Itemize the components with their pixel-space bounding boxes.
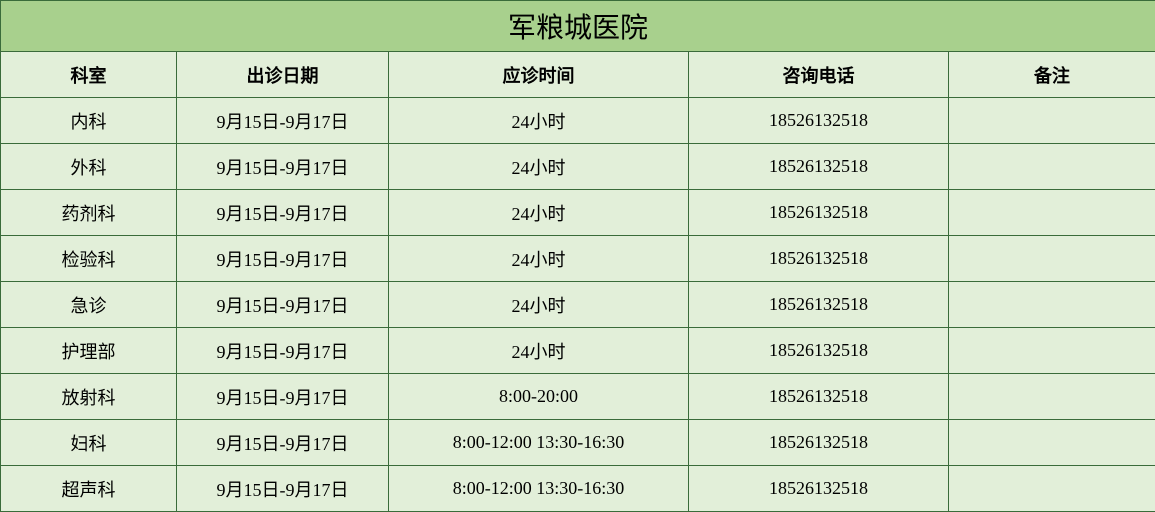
cell-note [949,190,1155,236]
cell-dept: 护理部 [1,328,177,374]
table-row: 急诊9月15日-9月17日24小时18526132518 [1,282,1155,328]
cell-date: 9月15日-9月17日 [177,144,389,190]
cell-time: 8:00-12:00 13:30-16:30 [389,466,689,512]
cell-time: 24小时 [389,328,689,374]
cell-dept: 放射科 [1,374,177,420]
cell-phone: 18526132518 [689,282,949,328]
cell-time: 8:00-12:00 13:30-16:30 [389,420,689,466]
cell-date: 9月15日-9月17日 [177,190,389,236]
cell-date: 9月15日-9月17日 [177,466,389,512]
col-header-dept: 科室 [1,52,177,98]
cell-time: 24小时 [389,282,689,328]
col-header-date: 出诊日期 [177,52,389,98]
cell-dept: 超声科 [1,466,177,512]
cell-time: 24小时 [389,236,689,282]
cell-phone: 18526132518 [689,466,949,512]
table-row: 护理部9月15日-9月17日24小时18526132518 [1,328,1155,374]
cell-dept: 内科 [1,98,177,144]
col-header-time: 应诊时间 [389,52,689,98]
cell-dept: 药剂科 [1,190,177,236]
cell-date: 9月15日-9月17日 [177,328,389,374]
cell-note [949,420,1155,466]
cell-time: 8:00-20:00 [389,374,689,420]
cell-note [949,282,1155,328]
cell-time: 24小时 [389,98,689,144]
cell-note [949,144,1155,190]
cell-note [949,466,1155,512]
cell-dept: 外科 [1,144,177,190]
table-row: 妇科9月15日-9月17日8:00-12:00 13:30-16:3018526… [1,420,1155,466]
cell-time: 24小时 [389,144,689,190]
cell-date: 9月15日-9月17日 [177,282,389,328]
cell-dept: 检验科 [1,236,177,282]
cell-time: 24小时 [389,190,689,236]
cell-date: 9月15日-9月17日 [177,420,389,466]
cell-note [949,328,1155,374]
cell-dept: 妇科 [1,420,177,466]
table-row: 药剂科9月15日-9月17日24小时18526132518 [1,190,1155,236]
cell-phone: 18526132518 [689,190,949,236]
cell-dept: 急诊 [1,282,177,328]
header-row: 科室 出诊日期 应诊时间 咨询电话 备注 [1,52,1155,98]
col-header-phone: 咨询电话 [689,52,949,98]
table-row: 放射科9月15日-9月17日8:00-20:0018526132518 [1,374,1155,420]
cell-phone: 18526132518 [689,144,949,190]
table-row: 内科9月15日-9月17日24小时18526132518 [1,98,1155,144]
table-row: 检验科9月15日-9月17日24小时18526132518 [1,236,1155,282]
cell-phone: 18526132518 [689,374,949,420]
col-header-note: 备注 [949,52,1155,98]
title-row: 军粮城医院 [1,1,1155,52]
table-row: 外科9月15日-9月17日24小时18526132518 [1,144,1155,190]
schedule-table: 军粮城医院 科室 出诊日期 应诊时间 咨询电话 备注 内科9月15日-9月17日… [0,0,1155,512]
cell-phone: 18526132518 [689,328,949,374]
cell-phone: 18526132518 [689,98,949,144]
cell-phone: 18526132518 [689,420,949,466]
cell-date: 9月15日-9月17日 [177,374,389,420]
cell-date: 9月15日-9月17日 [177,236,389,282]
table-title: 军粮城医院 [1,1,1155,52]
cell-phone: 18526132518 [689,236,949,282]
cell-note [949,374,1155,420]
cell-note [949,98,1155,144]
cell-note [949,236,1155,282]
cell-date: 9月15日-9月17日 [177,98,389,144]
table-row: 超声科9月15日-9月17日8:00-12:00 13:30-16:301852… [1,466,1155,512]
